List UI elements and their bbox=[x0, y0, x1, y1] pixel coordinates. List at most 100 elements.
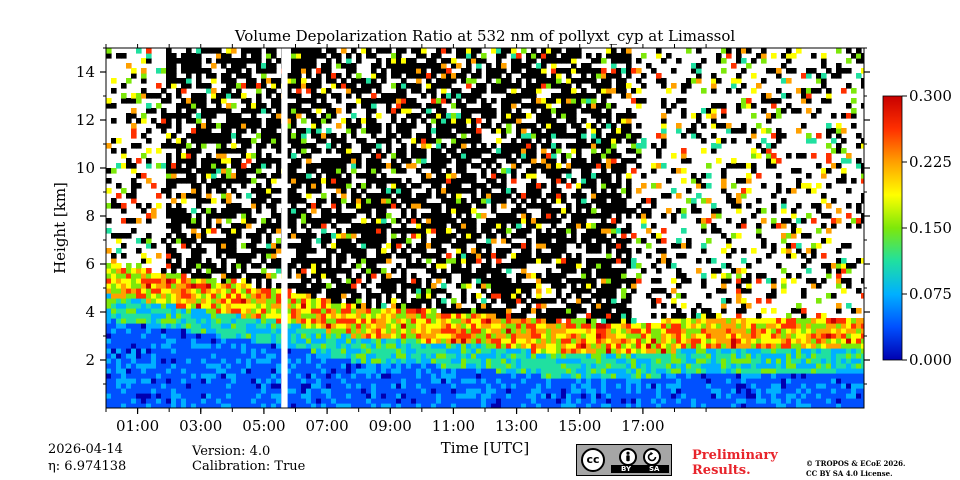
heatmap-cell bbox=[236, 343, 242, 349]
heatmap-cell bbox=[541, 98, 547, 104]
heatmap-cell bbox=[276, 173, 282, 179]
heatmap-cell bbox=[291, 353, 297, 359]
heatmap-cell bbox=[501, 313, 507, 319]
heatmap-cell bbox=[401, 143, 407, 149]
heatmap-cell bbox=[511, 378, 517, 384]
heatmap-cell bbox=[466, 373, 472, 379]
heatmap-cell bbox=[226, 333, 232, 339]
heatmap-cell bbox=[376, 283, 382, 289]
heatmap-cell bbox=[411, 393, 417, 399]
heatmap-cell bbox=[191, 183, 197, 189]
heatmap-cell bbox=[391, 378, 397, 384]
heatmap-cell bbox=[356, 338, 362, 344]
heatmap-cell bbox=[481, 198, 487, 204]
heatmap-cell bbox=[551, 58, 557, 64]
heatmap-cell bbox=[116, 383, 122, 389]
heatmap-cell bbox=[266, 108, 272, 114]
heatmap-cell bbox=[526, 173, 532, 179]
heatmap-cell bbox=[441, 238, 447, 244]
heatmap-cell bbox=[336, 93, 342, 99]
heatmap-cell bbox=[181, 393, 187, 399]
heatmap-cell bbox=[271, 208, 277, 214]
heatmap-cell bbox=[171, 168, 177, 174]
heatmap-cell bbox=[401, 133, 407, 139]
heatmap-cell bbox=[226, 248, 232, 254]
heatmap-cell bbox=[536, 348, 542, 354]
heatmap-cell bbox=[221, 278, 227, 284]
heatmap-cell bbox=[391, 163, 397, 169]
heatmap-cell bbox=[301, 128, 307, 134]
heatmap-cell bbox=[501, 378, 507, 384]
heatmap-cell bbox=[301, 143, 307, 149]
heatmap-cell bbox=[176, 323, 182, 329]
heatmap-cell bbox=[206, 218, 212, 224]
heatmap-cell bbox=[221, 93, 227, 99]
heatmap-cell bbox=[561, 403, 567, 408]
heatmap-cell bbox=[441, 158, 447, 164]
heatmap-cell bbox=[131, 98, 137, 104]
heatmap-cell bbox=[111, 388, 117, 394]
heatmap-cell bbox=[456, 253, 462, 259]
heatmap-cell bbox=[386, 383, 392, 389]
heatmap-cell bbox=[481, 113, 487, 119]
heatmap-cell bbox=[466, 388, 472, 394]
heatmap-cell bbox=[511, 178, 517, 184]
heatmap-cell bbox=[456, 343, 462, 349]
heatmap-cell bbox=[401, 323, 407, 329]
heatmap-cell bbox=[316, 388, 322, 394]
heatmap-cell bbox=[356, 313, 362, 319]
heatmap-cell bbox=[246, 123, 252, 129]
heatmap-cell bbox=[441, 378, 447, 384]
heatmap-cell bbox=[266, 178, 272, 184]
heatmap-cell bbox=[361, 383, 367, 389]
heatmap-cell bbox=[326, 248, 332, 254]
heatmap-cell bbox=[221, 63, 227, 69]
heatmap-cell bbox=[526, 183, 532, 189]
heatmap-cell bbox=[301, 98, 307, 104]
heatmap-cell bbox=[146, 108, 152, 114]
heatmap-cell bbox=[276, 198, 282, 204]
heatmap-cell bbox=[186, 393, 192, 399]
heatmap-cell bbox=[226, 358, 232, 364]
heatmap-cell bbox=[451, 318, 457, 324]
heatmap-cell bbox=[256, 393, 262, 399]
heatmap-cell bbox=[251, 358, 257, 364]
heatmap-cell bbox=[411, 213, 417, 219]
heatmap-cell bbox=[441, 228, 447, 234]
heatmap-cell bbox=[436, 238, 442, 244]
heatmap-cell bbox=[421, 133, 427, 139]
heatmap-cell bbox=[241, 153, 247, 159]
heatmap-cell bbox=[516, 218, 522, 224]
heatmap-cell bbox=[346, 368, 352, 374]
heatmap-cell bbox=[401, 58, 407, 64]
heatmap-cell bbox=[106, 398, 112, 404]
heatmap-cell bbox=[516, 203, 522, 209]
heatmap-cell bbox=[126, 118, 132, 124]
heatmap-cell bbox=[341, 388, 347, 394]
heatmap-cell bbox=[556, 198, 562, 204]
heatmap-cell bbox=[386, 338, 392, 344]
heatmap-cell bbox=[481, 158, 487, 164]
heatmap-cell bbox=[206, 158, 212, 164]
heatmap-cell bbox=[451, 258, 457, 264]
heatmap-cell bbox=[436, 168, 442, 174]
heatmap-cell bbox=[231, 308, 237, 314]
heatmap-cell bbox=[336, 268, 342, 274]
heatmap-cell bbox=[176, 298, 182, 304]
heatmap-cell bbox=[241, 328, 247, 334]
heatmap-cell bbox=[121, 53, 127, 59]
heatmap-cell bbox=[401, 108, 407, 114]
heatmap-cell bbox=[556, 353, 562, 359]
heatmap-cell bbox=[156, 83, 162, 89]
heatmap-cell bbox=[306, 248, 312, 254]
heatmap-cell bbox=[461, 173, 467, 179]
heatmap-cell bbox=[401, 253, 407, 259]
heatmap-cell bbox=[286, 383, 292, 389]
heatmap-cell bbox=[566, 303, 572, 309]
heatmap-cell bbox=[491, 168, 497, 174]
heatmap-cell bbox=[536, 73, 542, 79]
heatmap-cell bbox=[221, 363, 227, 369]
heatmap-cell bbox=[421, 298, 427, 304]
heatmap-cell bbox=[401, 333, 407, 339]
heatmap-cell bbox=[546, 58, 552, 64]
